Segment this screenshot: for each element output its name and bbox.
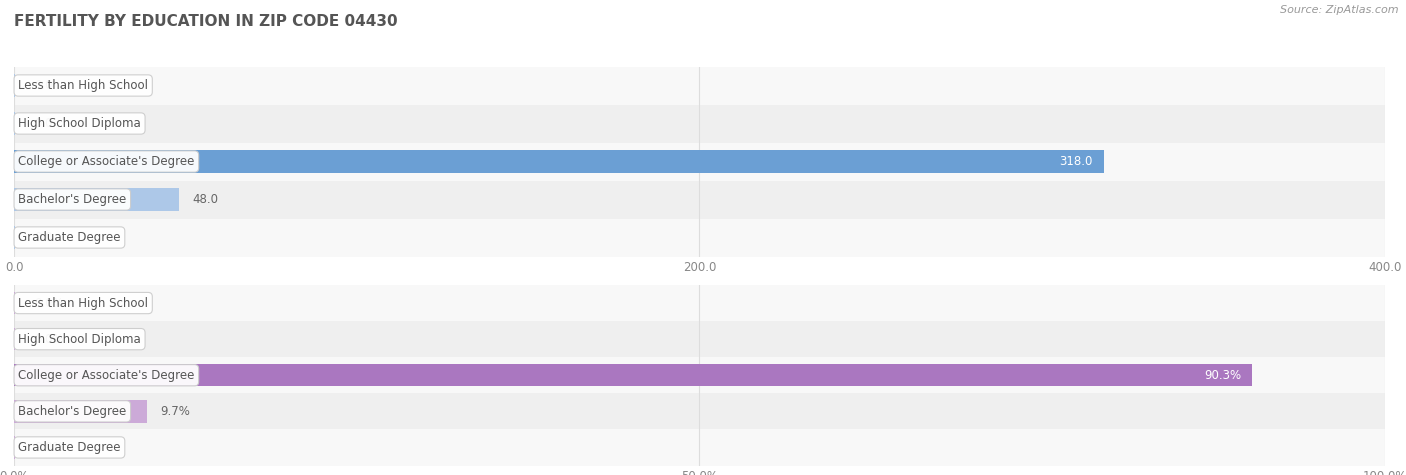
Bar [14,400,148,423]
Bar [14,150,1104,173]
Bar [14,364,1251,387]
Bar [14,321,1385,357]
Text: Less than High School: Less than High School [18,296,148,310]
Text: Less than High School: Less than High School [18,79,148,92]
Bar [14,285,1385,321]
Text: Graduate Degree: Graduate Degree [18,231,121,244]
Text: 318.0: 318.0 [1060,155,1092,168]
Text: Graduate Degree: Graduate Degree [18,441,121,454]
Text: 9.7%: 9.7% [160,405,191,418]
Bar [14,188,179,211]
Text: FERTILITY BY EDUCATION IN ZIP CODE 04430: FERTILITY BY EDUCATION IN ZIP CODE 04430 [14,14,398,29]
Text: Bachelor's Degree: Bachelor's Degree [18,193,127,206]
Text: College or Associate's Degree: College or Associate's Degree [18,155,194,168]
Text: 90.3%: 90.3% [1204,369,1241,382]
Text: High School Diploma: High School Diploma [18,117,141,130]
Text: 0.0%: 0.0% [35,296,65,310]
Text: 0.0%: 0.0% [35,441,65,454]
Text: Bachelor's Degree: Bachelor's Degree [18,405,127,418]
Text: High School Diploma: High School Diploma [18,332,141,346]
Bar [14,393,1385,429]
Text: Source: ZipAtlas.com: Source: ZipAtlas.com [1281,5,1399,15]
Text: 48.0: 48.0 [193,193,218,206]
Bar [14,66,1385,104]
Bar [14,218,1385,256]
Bar [14,357,1385,393]
Text: College or Associate's Degree: College or Associate's Degree [18,369,194,382]
Bar [14,104,1385,142]
Text: 0.0%: 0.0% [35,332,65,346]
Bar [14,180,1385,218]
Bar [14,429,1385,466]
Text: 0.0: 0.0 [35,79,53,92]
Bar [14,142,1385,180]
Text: 0.0: 0.0 [35,231,53,244]
Text: 0.0: 0.0 [35,117,53,130]
